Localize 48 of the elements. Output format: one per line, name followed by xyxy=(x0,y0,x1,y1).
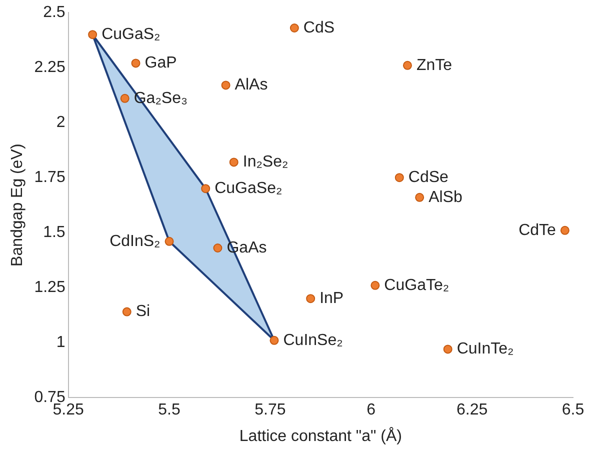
x-tick-label: 6 xyxy=(366,402,376,419)
point xyxy=(221,80,230,90)
annotation: CuGaS₂ xyxy=(102,26,160,44)
x-tick-label: 6.5 xyxy=(562,402,584,419)
point xyxy=(394,173,404,182)
annotation: CuGaTe₂ xyxy=(384,276,450,294)
annotation: ZnTe xyxy=(416,56,452,74)
y-tick-label: 2 xyxy=(56,114,66,132)
point xyxy=(415,192,424,202)
point xyxy=(270,336,279,345)
x-axis-title: Lattice constant "a" (Å) xyxy=(239,426,402,445)
point xyxy=(88,30,98,40)
annotation: AlAs xyxy=(234,76,268,94)
y-tick-label: 1 xyxy=(56,334,66,352)
point xyxy=(164,236,174,246)
y-tick-label: 1.5 xyxy=(43,224,66,242)
annotation: CuInTe₂ xyxy=(456,340,514,358)
annotation: AlSb xyxy=(428,188,462,206)
point xyxy=(201,184,210,194)
point xyxy=(443,344,452,354)
y-axis-title: Bandgap Eg (eV) xyxy=(9,144,26,266)
point xyxy=(131,58,140,68)
y-tick-label: 2.5 xyxy=(43,4,66,22)
y-tick-label: 1.25 xyxy=(34,279,66,296)
y-tick-label: 2.25 xyxy=(34,59,66,76)
annotation: CdTe xyxy=(518,222,556,239)
point xyxy=(370,280,380,290)
annotation: CuInSe₂ xyxy=(283,332,343,349)
annotation: InP xyxy=(320,290,344,308)
annotation: Si xyxy=(136,303,150,320)
annotation: GaP xyxy=(144,54,177,72)
point xyxy=(120,94,130,103)
point xyxy=(306,294,316,304)
point xyxy=(229,158,238,167)
point xyxy=(122,307,132,316)
annotation: CdInS₂ xyxy=(110,232,160,250)
annotation: CuGaSe₂ xyxy=(214,180,282,198)
point xyxy=(560,226,570,235)
x-tick-label: 5.75 xyxy=(254,402,286,419)
x-tick-label: 6.25 xyxy=(456,402,488,419)
point xyxy=(290,24,299,32)
x-tick-label: 5.5 xyxy=(158,402,180,419)
annotation: CdSe xyxy=(408,169,449,186)
annotation: In₂Se₂ xyxy=(242,154,288,171)
point xyxy=(402,60,412,70)
y-tick-label: 1.75 xyxy=(34,169,66,186)
point xyxy=(213,244,222,252)
annotation: CdS xyxy=(303,19,335,36)
